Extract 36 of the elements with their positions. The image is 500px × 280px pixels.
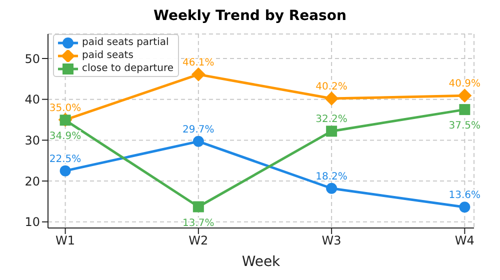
data-label: 13.7% <box>182 218 214 229</box>
point <box>60 165 71 176</box>
legend-label: close to departure <box>82 62 174 75</box>
data-label: 29.7% <box>182 124 214 136</box>
data-label: 34.9% <box>49 131 82 142</box>
point <box>458 88 472 103</box>
point <box>326 182 338 194</box>
y-tick-label: 20 <box>24 174 40 188</box>
data-label: 40.9% <box>448 78 481 90</box>
y-tick-label: 50 <box>24 52 40 66</box>
legend-label: paid seats partial <box>82 36 169 49</box>
y-tick-label: 30 <box>24 133 40 148</box>
point <box>192 136 204 147</box>
data-label: 40.2% <box>316 82 348 93</box>
data-label: 22.5% <box>49 154 82 165</box>
y-tick-label: 10 <box>24 215 40 230</box>
data-label: 46.1% <box>182 57 214 68</box>
y-tick-label: 40 <box>24 92 40 107</box>
point <box>459 202 470 213</box>
legend-label: paid seats <box>82 49 134 62</box>
point <box>459 104 470 116</box>
point <box>326 126 338 137</box>
x-tick-label: W2 <box>188 234 208 248</box>
data-label: 37.5% <box>448 120 481 132</box>
data-label: 32.2% <box>316 114 348 126</box>
data-label: 18.2% <box>316 171 348 182</box>
data-label: 13.6% <box>448 190 481 202</box>
x-tick-label: W4 <box>454 234 474 248</box>
x-axis-title: Week <box>242 254 282 270</box>
chart-title: Weekly Trend by Reason <box>152 8 348 26</box>
point <box>324 92 339 106</box>
x-tick-label: W1 <box>56 234 76 248</box>
point <box>192 201 204 212</box>
point <box>191 67 206 82</box>
data-label: 35.0% <box>49 102 82 114</box>
x-tick-label: W3 <box>322 234 342 248</box>
